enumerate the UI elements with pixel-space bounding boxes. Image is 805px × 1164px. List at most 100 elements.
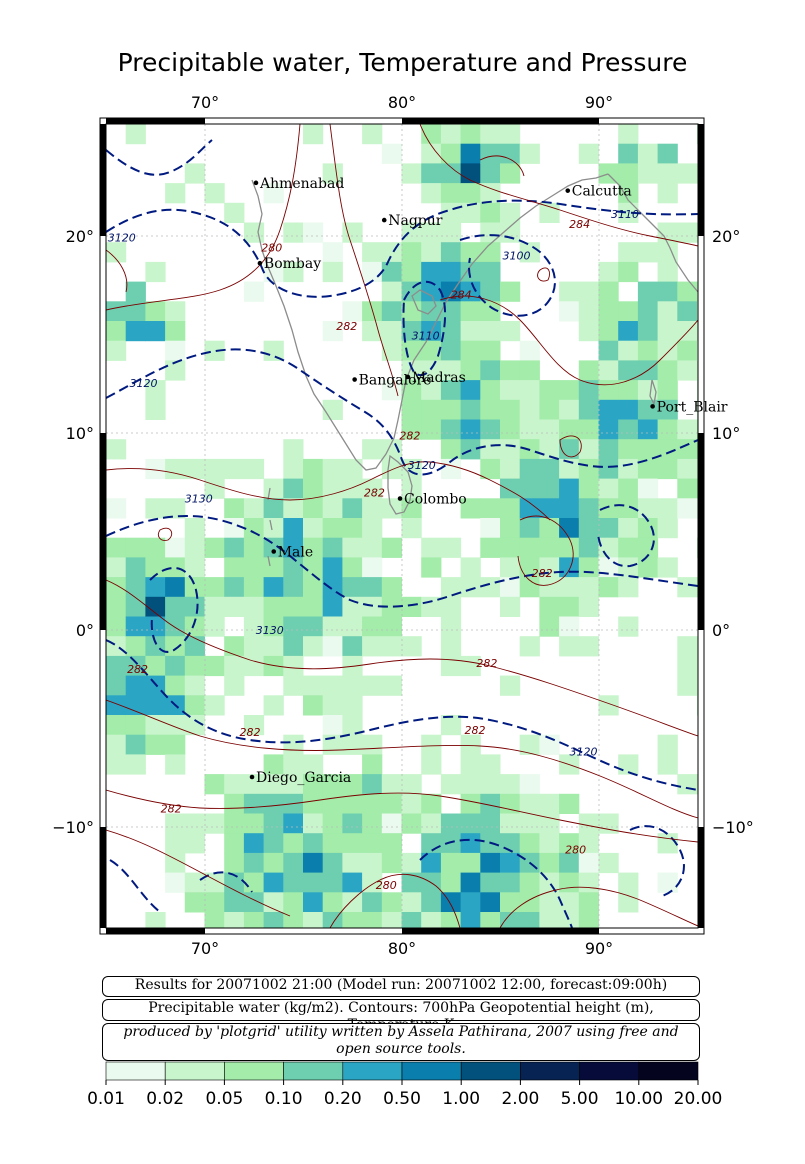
pw-cell (578, 813, 599, 834)
pw-cell (224, 675, 245, 696)
pw-cell (165, 813, 186, 834)
pw-cell (204, 774, 225, 795)
pw-cell (322, 596, 343, 617)
pw-cell (362, 852, 383, 874)
pw-cell (598, 852, 619, 874)
temperature-contour-label: 282 (476, 657, 497, 670)
pressure-contour-label: 3110 (412, 330, 440, 343)
pw-cell (440, 872, 462, 893)
pw-cell (440, 537, 462, 558)
pw-cell (598, 360, 619, 381)
pw-cell (125, 537, 146, 558)
pw-cell (618, 242, 639, 263)
pw-cell (500, 202, 521, 223)
pw-cell (263, 813, 284, 834)
pw-cell (539, 399, 560, 420)
pw-cell (283, 774, 304, 795)
city-dot (565, 188, 571, 193)
pw-cell (460, 143, 481, 164)
temperature-contour-label: 282 (364, 487, 385, 500)
pw-cell (243, 636, 265, 657)
pw-cell (657, 321, 678, 342)
pw-cell (460, 852, 481, 874)
lat-tick-right: 10° (712, 424, 740, 443)
pw-cell (401, 419, 422, 440)
pw-cell (362, 577, 383, 598)
pw-cell (381, 636, 402, 657)
pw-cell (381, 577, 402, 598)
temperature-contours (106, 124, 698, 928)
pw-cell (657, 360, 678, 381)
city-marker: Diego_Garcia (249, 770, 351, 786)
pw-cell (165, 596, 186, 617)
pw-cell (204, 478, 225, 499)
pw-cell (657, 458, 678, 480)
pw-cell (381, 143, 402, 164)
pw-cell (322, 498, 343, 519)
pw-cell (184, 577, 205, 598)
pw-cell (125, 754, 146, 775)
pw-cell (637, 281, 659, 302)
pw-cell (440, 596, 462, 617)
pw-cell (224, 596, 245, 617)
pw-cell (559, 301, 580, 322)
pw-cell (165, 636, 186, 657)
pw-cell (519, 419, 540, 440)
pw-cell (342, 222, 363, 243)
colorbar-swatch (520, 1061, 580, 1081)
temperature-contour-label: 284 (451, 289, 472, 302)
pw-cell (342, 695, 363, 716)
pw-cell (500, 813, 521, 834)
pw-cell (165, 655, 186, 677)
pw-cell (460, 774, 481, 795)
city-label: Ahmenabad (259, 176, 344, 192)
pw-cell (204, 596, 225, 617)
temperature-contour-label: 282 (161, 802, 182, 815)
pw-cell (342, 616, 363, 637)
pw-cell (106, 715, 127, 736)
pw-cell (204, 695, 225, 716)
colorbar-swatch (401, 1061, 462, 1081)
pw-cell (697, 380, 698, 401)
pw-cell (657, 301, 678, 322)
pw-cell (657, 183, 678, 204)
pw-cell (204, 872, 225, 893)
pw-cell (539, 912, 560, 928)
pw-cell (539, 518, 560, 539)
pw-cell (401, 321, 422, 342)
pw-cell (381, 261, 402, 283)
pw-cell (401, 813, 422, 834)
pw-cell (263, 596, 284, 617)
pw-cell (224, 498, 245, 519)
pw-cell (421, 242, 442, 263)
pw-cell (106, 636, 127, 657)
pw-cell (243, 655, 265, 677)
pw-cell (362, 636, 383, 657)
pw-cell (519, 143, 540, 164)
pw-cell (578, 596, 599, 617)
pw-cell (480, 222, 501, 243)
pw-cell (263, 636, 284, 657)
pw-cell (618, 478, 639, 499)
pw-cell (539, 833, 560, 854)
pw-cell (125, 577, 146, 598)
pw-cell (460, 498, 481, 519)
pw-cell (303, 124, 324, 145)
pw-cell (637, 458, 659, 480)
pw-cell (145, 734, 166, 755)
pw-cell (322, 852, 343, 874)
pw-cell (381, 596, 402, 617)
pw-cell (578, 419, 599, 440)
pw-cell (322, 813, 343, 834)
pw-cell (243, 813, 265, 834)
pw-cell (303, 774, 324, 795)
pw-cell (519, 813, 540, 834)
temperature-contour-label: 280 (376, 879, 397, 892)
colorbar: 0.01 0.02 0.05 0.10 0.20 0.50 1.00 2.00 5.00 10.0… (87, 1061, 722, 1109)
pw-cell (263, 537, 284, 558)
pw-cell (559, 596, 580, 617)
pw-cell (322, 518, 343, 539)
pw-cell (106, 675, 127, 696)
pw-cell (578, 577, 599, 598)
pw-cell (106, 734, 127, 755)
